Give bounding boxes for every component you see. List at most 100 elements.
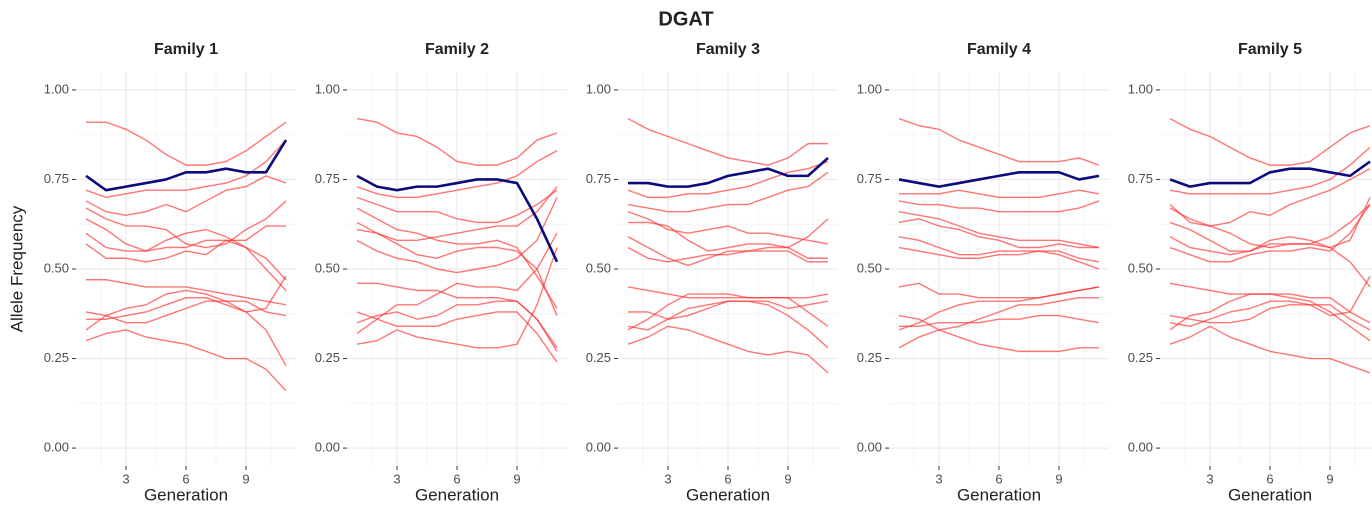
x-tick-label: 9 xyxy=(513,471,520,486)
x-axis-label: Generation xyxy=(1228,485,1312,504)
facet-title: Family 3 xyxy=(696,41,760,58)
series-line xyxy=(1169,168,1371,227)
series-line xyxy=(356,300,558,349)
series-line xyxy=(356,232,558,335)
y-tick-label: 1.00 xyxy=(1128,81,1153,96)
facet-title: Family 1 xyxy=(154,41,218,58)
chart-title: DGAT xyxy=(658,8,713,30)
y-tick-label: 0.50 xyxy=(586,260,611,275)
series-line xyxy=(356,221,558,316)
y-tick-label: 0.50 xyxy=(44,260,69,275)
series-line xyxy=(1169,221,1371,288)
facet: Family 5 0.00 0.25 0.50 0.75 1.00 3 6 9 Generatio… xyxy=(1128,41,1372,504)
y-tick-label: 0.75 xyxy=(857,171,882,186)
series-line xyxy=(898,200,1100,213)
y-tick-label: 0.75 xyxy=(315,171,340,186)
series-line xyxy=(898,211,1100,249)
facet-title: Family 5 xyxy=(1238,41,1302,58)
y-tick-label: 0.25 xyxy=(44,350,69,365)
series-line xyxy=(898,246,1100,270)
y-tick-label: 0.75 xyxy=(1128,171,1153,186)
series-line xyxy=(1169,304,1371,331)
y-tick-label: 0.50 xyxy=(857,260,882,275)
x-tick-label: 6 xyxy=(995,471,1002,486)
y-tick-label: 0.00 xyxy=(586,440,611,455)
series-line xyxy=(899,189,1100,199)
y-tick-label: 1.00 xyxy=(44,81,69,96)
x-axis-label: Generation xyxy=(957,485,1041,504)
series-line xyxy=(1169,204,1371,249)
series-line xyxy=(628,221,828,259)
y-tick-label: 0.25 xyxy=(586,350,611,365)
series-line xyxy=(627,218,829,267)
series-line xyxy=(85,300,287,324)
series-line xyxy=(85,175,287,216)
series-line xyxy=(627,171,829,213)
x-tick-label: 6 xyxy=(724,471,731,486)
x-tick-label: 3 xyxy=(1206,471,1213,486)
series-line xyxy=(356,186,558,242)
series-line xyxy=(627,286,829,299)
series-line xyxy=(356,197,558,274)
series-line xyxy=(627,246,828,263)
y-tick-label: 0.50 xyxy=(315,260,340,275)
series-line xyxy=(86,121,287,166)
series-line xyxy=(356,150,558,199)
series-line xyxy=(1169,325,1371,374)
facet: Family 1 0.00 0.25 0.50 0.75 1.00 3 6 9 Generatio… xyxy=(7,41,296,504)
x-tick-label: 9 xyxy=(1326,471,1333,486)
series-line xyxy=(356,117,558,166)
series-line xyxy=(898,286,1100,331)
x-axis-label: Generation xyxy=(144,485,228,504)
facet-title: Family 2 xyxy=(425,41,489,58)
series-line xyxy=(356,247,558,349)
y-axis-label: Allele Frequency xyxy=(7,205,26,332)
series-line xyxy=(898,236,1100,263)
y-tick-label: 0.25 xyxy=(315,350,340,365)
series-line xyxy=(356,311,558,363)
series-line xyxy=(627,160,829,199)
series-line xyxy=(628,300,829,320)
series-line xyxy=(1169,117,1371,166)
series-line xyxy=(356,189,558,224)
facet: Family 2 0.00 0.25 0.50 0.75 1.00 3 6 9 Generatio… xyxy=(315,41,567,504)
x-tick-label: 3 xyxy=(122,471,129,486)
series-line xyxy=(627,117,828,166)
series-line xyxy=(86,275,287,320)
series-line xyxy=(898,218,1099,249)
series-line xyxy=(85,289,287,367)
series-line xyxy=(356,174,559,263)
series-line xyxy=(898,314,1099,353)
y-tick-label: 0.75 xyxy=(586,171,611,186)
series-line xyxy=(627,293,829,331)
series-line xyxy=(85,200,287,249)
series-line xyxy=(85,218,287,291)
series-line xyxy=(85,225,286,263)
x-tick-label: 9 xyxy=(784,471,791,486)
x-tick-label: 6 xyxy=(182,471,189,486)
y-tick-label: 0.50 xyxy=(1128,260,1153,275)
x-axis-label: Generation xyxy=(415,485,499,504)
y-tick-label: 0.00 xyxy=(44,440,69,455)
y-tick-label: 0.75 xyxy=(44,171,69,186)
x-tick-label: 3 xyxy=(393,471,400,486)
series-line xyxy=(898,170,1100,188)
facet: Family 4 0.00 0.25 0.50 0.75 1.00 3 6 9 Generatio… xyxy=(857,41,1109,504)
x-axis-label: Generation xyxy=(686,485,770,504)
facet: Family 3 0.00 0.25 0.50 0.75 1.00 3 6 9 Generatio… xyxy=(586,41,838,504)
y-tick-label: 1.00 xyxy=(857,81,882,96)
y-tick-label: 0.00 xyxy=(1128,440,1153,455)
series-line xyxy=(1169,160,1371,188)
series-line xyxy=(1169,204,1371,263)
x-tick-label: 9 xyxy=(1055,471,1062,486)
series-line xyxy=(627,211,829,245)
x-tick-label: 3 xyxy=(935,471,942,486)
x-tick-label: 3 xyxy=(664,471,671,486)
series-line xyxy=(85,139,288,192)
x-tick-label: 6 xyxy=(1266,471,1273,486)
series-line xyxy=(627,325,829,374)
y-tick-label: 0.25 xyxy=(857,350,882,365)
series-line xyxy=(899,314,1100,328)
series-line xyxy=(86,279,287,306)
